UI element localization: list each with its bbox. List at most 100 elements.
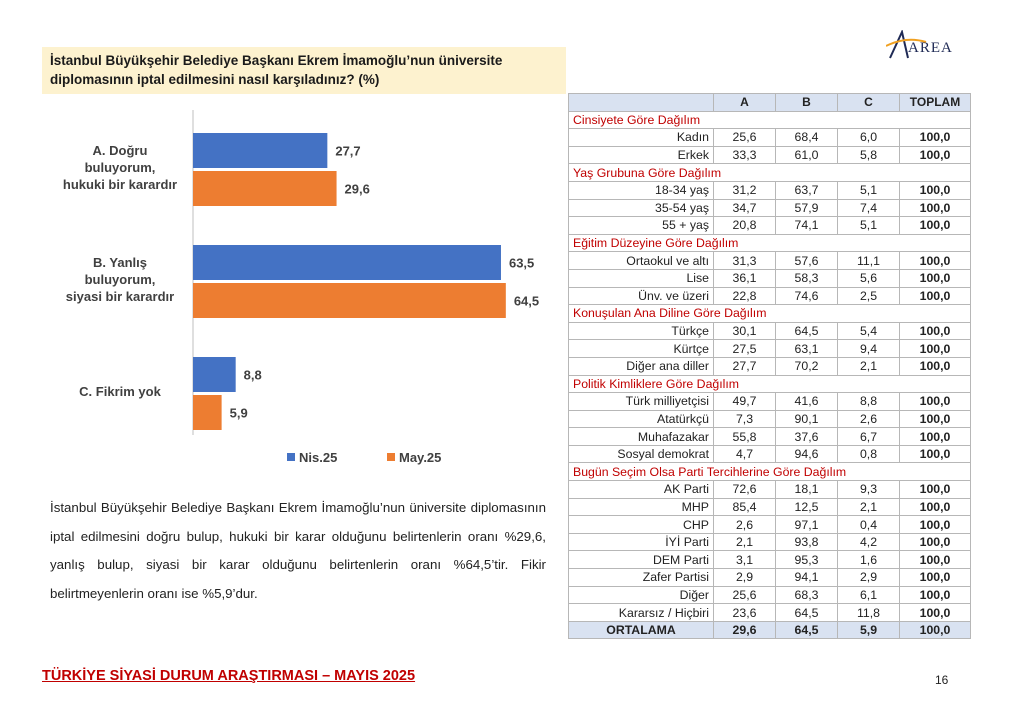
- legend-swatch: [387, 453, 395, 461]
- cell-value: 30,1: [713, 321, 776, 341]
- page-number: 16: [935, 673, 949, 687]
- cell-value: 63,1: [775, 339, 838, 358]
- legend-swatch: [287, 453, 295, 461]
- cell-value: 61,0: [775, 145, 838, 165]
- table-row: 55 + yaş 20,8 74,1 5,1 100,0: [568, 216, 971, 235]
- row-label: Muhafazakar: [568, 427, 714, 446]
- section-row: Politik Kimliklere Göre Dağılım: [568, 374, 971, 394]
- cell-value: 70,2: [775, 356, 838, 376]
- footer-title: TÜRKİYE SİYASİ DURUM ARAŞTIRMASI – MAYIS…: [42, 668, 416, 684]
- cell-value: 11,1: [837, 251, 900, 270]
- cell-value: 31,3: [713, 251, 776, 270]
- section-row: Cinsiyete Göre Dağılım: [568, 110, 971, 130]
- row-label: DEM Parti: [568, 550, 714, 570]
- row-label: Türkçe: [568, 321, 714, 341]
- category-label: siyasi bir karardır: [66, 289, 174, 304]
- cell-value: 63,7: [775, 180, 838, 200]
- cell-value: 5,1: [837, 180, 900, 200]
- cell-value: 100,0: [899, 603, 971, 622]
- cell-value: 4,2: [837, 532, 900, 552]
- row-label: ORTALAMA: [568, 620, 714, 640]
- cell-value: 2,1: [713, 532, 776, 552]
- section-row: Konuşulan Ana Diline Göre Dağılım: [568, 304, 971, 323]
- cell-value: 5,1: [837, 216, 900, 235]
- cell-value: 68,4: [775, 128, 838, 147]
- cell-value: 20,8: [713, 216, 776, 235]
- bar: [193, 357, 236, 392]
- category-label: buluyorum,: [85, 160, 156, 175]
- row-label: CHP: [568, 515, 714, 534]
- category-label: B. Yanlış: [93, 255, 147, 270]
- cell-value: 6,7: [837, 427, 900, 446]
- row-label: Ortaokul ve altı: [568, 251, 714, 270]
- row-label: Diğer ana diller: [568, 356, 714, 376]
- cell-value: 97,1: [775, 515, 838, 534]
- section-row: Yaş Grubuna Göre Dağılım: [568, 163, 971, 182]
- row-label: Erkek: [568, 145, 714, 165]
- column-header: [568, 93, 714, 112]
- cell-value: 68,3: [775, 585, 838, 605]
- cell-value: 100,0: [899, 198, 971, 218]
- cell-value: 25,6: [713, 128, 776, 147]
- category-label: buluyorum,: [85, 272, 156, 287]
- row-label: Zafer Partisi: [568, 568, 714, 587]
- area-logo-icon: [886, 30, 927, 59]
- cell-value: 5,4: [837, 321, 900, 341]
- table-row: İYİ Parti 2,1 93,8 4,2 100,0: [568, 532, 971, 552]
- cell-value: 55,8: [713, 427, 776, 446]
- section-row: Bugün Seçim Olsa Parti Tercihlerine Göre…: [568, 462, 971, 482]
- row-label: Diğer: [568, 585, 714, 605]
- cell-value: 27,7: [713, 356, 776, 376]
- cell-value: 85,4: [713, 497, 776, 517]
- cell-value: 23,6: [713, 603, 776, 622]
- cell-value: 2,5: [837, 286, 900, 306]
- data-label: 64,5: [514, 294, 539, 309]
- row-label: Kararsız / Hiçbiri: [568, 603, 714, 622]
- table-row: Kadın 25,6 68,4 6,0 100,0: [568, 128, 971, 147]
- cell-value: 11,8: [837, 603, 900, 622]
- cell-value: 33,3: [713, 145, 776, 165]
- cell-value: 12,5: [775, 497, 838, 517]
- bar-chart: A. Doğru buluyorum, hukuki bir karardır 27,…: [63, 110, 539, 465]
- cell-value: 64,5: [775, 603, 838, 622]
- cell-value: 100,0: [899, 180, 971, 200]
- row-label: AK Parti: [568, 480, 714, 499]
- cell-value: 7,3: [713, 409, 776, 429]
- cell-value: 9,4: [837, 339, 900, 358]
- table-row: Muhafazakar 55,8 37,6 6,7 100,0: [568, 427, 971, 446]
- table-row: MHP 85,4 12,5 2,1 100,0: [568, 497, 971, 517]
- category-label: A. Doğru: [93, 143, 148, 158]
- cell-value: 64,5: [775, 620, 838, 640]
- cell-value: 22,8: [713, 286, 776, 306]
- cell-value: 2,6: [837, 409, 900, 429]
- section-title: Politik Kimliklere Göre Dağılım: [568, 374, 971, 394]
- table-row: Türkçe 30,1 64,5 5,4 100,0: [568, 321, 971, 341]
- cell-value: 18,1: [775, 480, 838, 499]
- table-row: Atatürkçü 7,3 90,1 2,6 100,0: [568, 409, 971, 429]
- cell-value: 100,0: [899, 427, 971, 446]
- cell-value: 100,0: [899, 620, 971, 640]
- row-label: Lise: [568, 268, 714, 288]
- cell-value: 72,6: [713, 480, 776, 499]
- cell-value: 2,9: [837, 568, 900, 587]
- cell-value: 2,1: [837, 356, 900, 376]
- cell-value: 94,1: [775, 568, 838, 587]
- table-row: Erkek 33,3 61,0 5,8 100,0: [568, 145, 971, 165]
- table-row: 35-54 yaş 34,7 57,9 7,4 100,0: [568, 198, 971, 218]
- cell-value: 100,0: [899, 392, 971, 411]
- cell-value: 41,6: [775, 392, 838, 411]
- cell-value: 100,0: [899, 444, 971, 464]
- cell-value: 3,1: [713, 550, 776, 570]
- table-row: Kararsız / Hiçbiri 23,6 64,5 11,8 100,0: [568, 603, 971, 622]
- breakdown-table: A B C TOPLAM Cinsiyete Göre Dağılım Kadın 25,…: [568, 93, 971, 640]
- section-row: Eğitim Düzeyine Göre Dağılım: [568, 233, 971, 253]
- data-label: 5,9: [230, 406, 248, 421]
- cell-value: 74,1: [775, 216, 838, 235]
- table-header-row: A B C TOPLAM: [568, 93, 971, 112]
- section-title: Yaş Grubuna Göre Dağılım: [568, 163, 971, 182]
- table-row: Ünv. ve üzeri 22,8 74,6 2,5 100,0: [568, 286, 971, 306]
- section-title: Konuşulan Ana Diline Göre Dağılım: [568, 304, 971, 323]
- bar: [193, 133, 328, 168]
- question-title: İstanbul Büyükşehir Belediye Başkanı Ekr…: [42, 47, 566, 94]
- cell-value: 4,7: [713, 444, 776, 464]
